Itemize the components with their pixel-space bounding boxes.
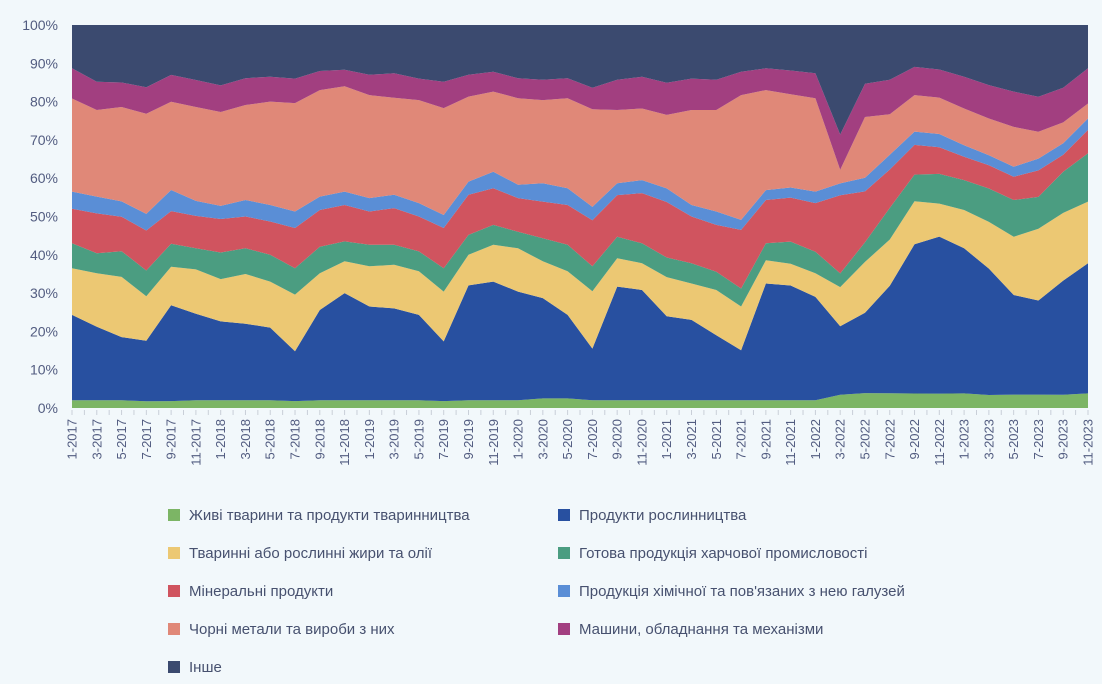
x-axis-tick-label: 1-2018 [213, 419, 228, 459]
x-axis-tick-label: 9-2023 [1056, 419, 1071, 459]
y-axis-tick-label: 40% [30, 247, 58, 263]
area-machinery-equipment [72, 66, 1088, 170]
x-axis-tick-label: 9-2022 [907, 419, 922, 459]
x-axis-tick-label: 5-2021 [709, 419, 724, 459]
x-axis-tick-label: 7-2023 [1031, 419, 1046, 459]
legend-item-other[interactable]: Інше [168, 659, 470, 676]
x-axis-tick-label: 11-2019 [486, 419, 501, 466]
legend-swatch-mineral-products [168, 585, 180, 597]
legend-swatch-other [168, 661, 180, 673]
x-axis-tick-label: 3-2021 [684, 419, 699, 459]
legend-item-live-animals[interactable]: Живі тварини та продукти тваринництва [168, 507, 470, 524]
legend-label: Інше [189, 659, 222, 676]
y-axis-tick-label: 20% [30, 323, 58, 339]
x-axis-tick-label: 3-2017 [89, 419, 104, 459]
legend-label: Машини, обладнання та механізми [579, 621, 824, 638]
x-axis-tick-label: 1-2020 [511, 419, 526, 459]
y-axis-tick-label: 90% [30, 55, 58, 71]
x-axis-tick-label: 7-2020 [585, 419, 600, 459]
legend-label: Тваринні або рослинні жири та олії [189, 545, 433, 562]
x-axis-tick-label: 7-2022 [882, 419, 897, 459]
x-axis-tick-label: 11-2017 [188, 419, 203, 466]
legend-label: Мінеральні продукти [189, 583, 334, 600]
area-live-animals [72, 393, 1088, 408]
legend-swatch-live-animals [168, 509, 180, 521]
x-axis-tick-label: 11-2021 [783, 419, 798, 466]
x-axis-tick-label: 1-2017 [65, 419, 80, 459]
x-axis-tick-label: 9-2020 [610, 419, 625, 459]
y-axis-tick-label: 100% [22, 17, 58, 33]
x-axis-tick-label: 9-2018 [312, 419, 327, 459]
x-axis-tick-label: 7-2019 [436, 419, 451, 459]
legend-label: Готова продукція харчової промисловості [579, 545, 868, 562]
x-axis-tick-label: 5-2017 [114, 419, 129, 459]
area-plant-products [72, 236, 1088, 402]
area-fats-and-oils [72, 201, 1088, 352]
x-axis-tick-label: 3-2019 [387, 419, 402, 459]
y-axis-tick-label: 80% [30, 94, 58, 110]
legend-swatch-food-industry-products [558, 547, 570, 559]
x-axis-tick-label: 1-2021 [659, 419, 674, 459]
x-axis-tick-label: 11-2018 [337, 419, 352, 466]
area-chemical-products [72, 118, 1088, 231]
legend-item-food-industry-products[interactable]: Готова продукція харчової промисловості [558, 545, 905, 562]
x-axis-tick-label: 9-2019 [461, 419, 476, 459]
legend-item-fats-and-oils[interactable]: Тваринні або рослинні жири та олії [168, 545, 470, 562]
x-axis-tick-label: 11-2020 [634, 419, 649, 466]
area-food-industry-products [72, 153, 1088, 307]
y-axis-tick-label: 10% [30, 362, 58, 378]
legend-swatch-fats-and-oils [168, 547, 180, 559]
x-axis-tick-label: 1-2023 [957, 419, 972, 459]
x-axis-tick-label: 3-2022 [833, 419, 848, 459]
legend-label: Продукти рослинництва [579, 507, 747, 524]
x-axis-tick-label: 1-2019 [362, 419, 377, 459]
x-axis-tick-label: 9-2021 [758, 419, 773, 459]
legend-label: Чорні метали та вироби з них [189, 621, 395, 638]
legend-item-ferrous-metals[interactable]: Чорні метали та вироби з них [168, 621, 470, 638]
x-axis-tick-label: 3-2023 [981, 419, 996, 459]
legend-swatch-plant-products [558, 509, 570, 521]
y-axis-tick-label: 30% [30, 285, 58, 301]
legend-column-1: Живі тварини та продукти тваринництва Тва… [168, 507, 470, 684]
legend-item-machinery-equipment[interactable]: Машини, обладнання та механізми [558, 621, 905, 638]
legend-label: Продукція хімічної та пов'язаних з нею г… [579, 583, 905, 600]
legend-swatch-ferrous-metals [168, 623, 180, 635]
stacked-area-chart: 0% 10% 20% 30% 40% 50% 60% 70% 80% 90% 100% 1-2017 3… [22, 17, 1096, 466]
y-axis-tick-label: 0% [38, 400, 58, 416]
x-axis-tick-label: 7-2018 [288, 419, 303, 459]
y-axis-tick-label: 70% [30, 132, 58, 148]
x-axis-tick-label: 5-2019 [411, 419, 426, 459]
legend-item-plant-products[interactable]: Продукти рослинництва [558, 507, 905, 524]
x-axis-tick-label: 9-2017 [164, 419, 179, 459]
area-ferrous-metals [72, 86, 1088, 220]
area-mineral-products [72, 129, 1088, 289]
legend-swatch-machinery-equipment [558, 623, 570, 635]
legend-swatch-chemical-products [558, 585, 570, 597]
x-axis-tick-label: 7-2017 [139, 419, 154, 459]
legend-label: Живі тварини та продукти тваринництва [189, 507, 470, 524]
y-axis-tick-label: 60% [30, 170, 58, 186]
x-axis-tick-label: 1-2022 [808, 419, 823, 459]
x-axis-tick-label: 11-2023 [1081, 419, 1096, 466]
x-axis-tick-label: 11-2022 [932, 419, 947, 466]
legend-column-2: Продукти рослинництва Готова продукція ха… [558, 507, 905, 659]
x-axis-tick-label: 3-2018 [238, 419, 253, 459]
legend-item-mineral-products[interactable]: Мінеральні продукти [168, 583, 470, 600]
area-other [72, 25, 1088, 135]
x-axis-tick-label: 5-2022 [857, 419, 872, 459]
x-axis-tick-label: 5-2023 [1006, 419, 1021, 459]
x-axis-tick-label: 5-2020 [560, 419, 575, 459]
x-axis-tick-label: 7-2021 [734, 419, 749, 459]
x-axis-tick-label: 5-2018 [263, 419, 278, 459]
y-axis-tick-label: 50% [30, 209, 58, 225]
legend-item-chemical-products[interactable]: Продукція хімічної та пов'язаних з нею г… [558, 583, 905, 600]
x-axis-tick-label: 3-2020 [535, 419, 550, 459]
